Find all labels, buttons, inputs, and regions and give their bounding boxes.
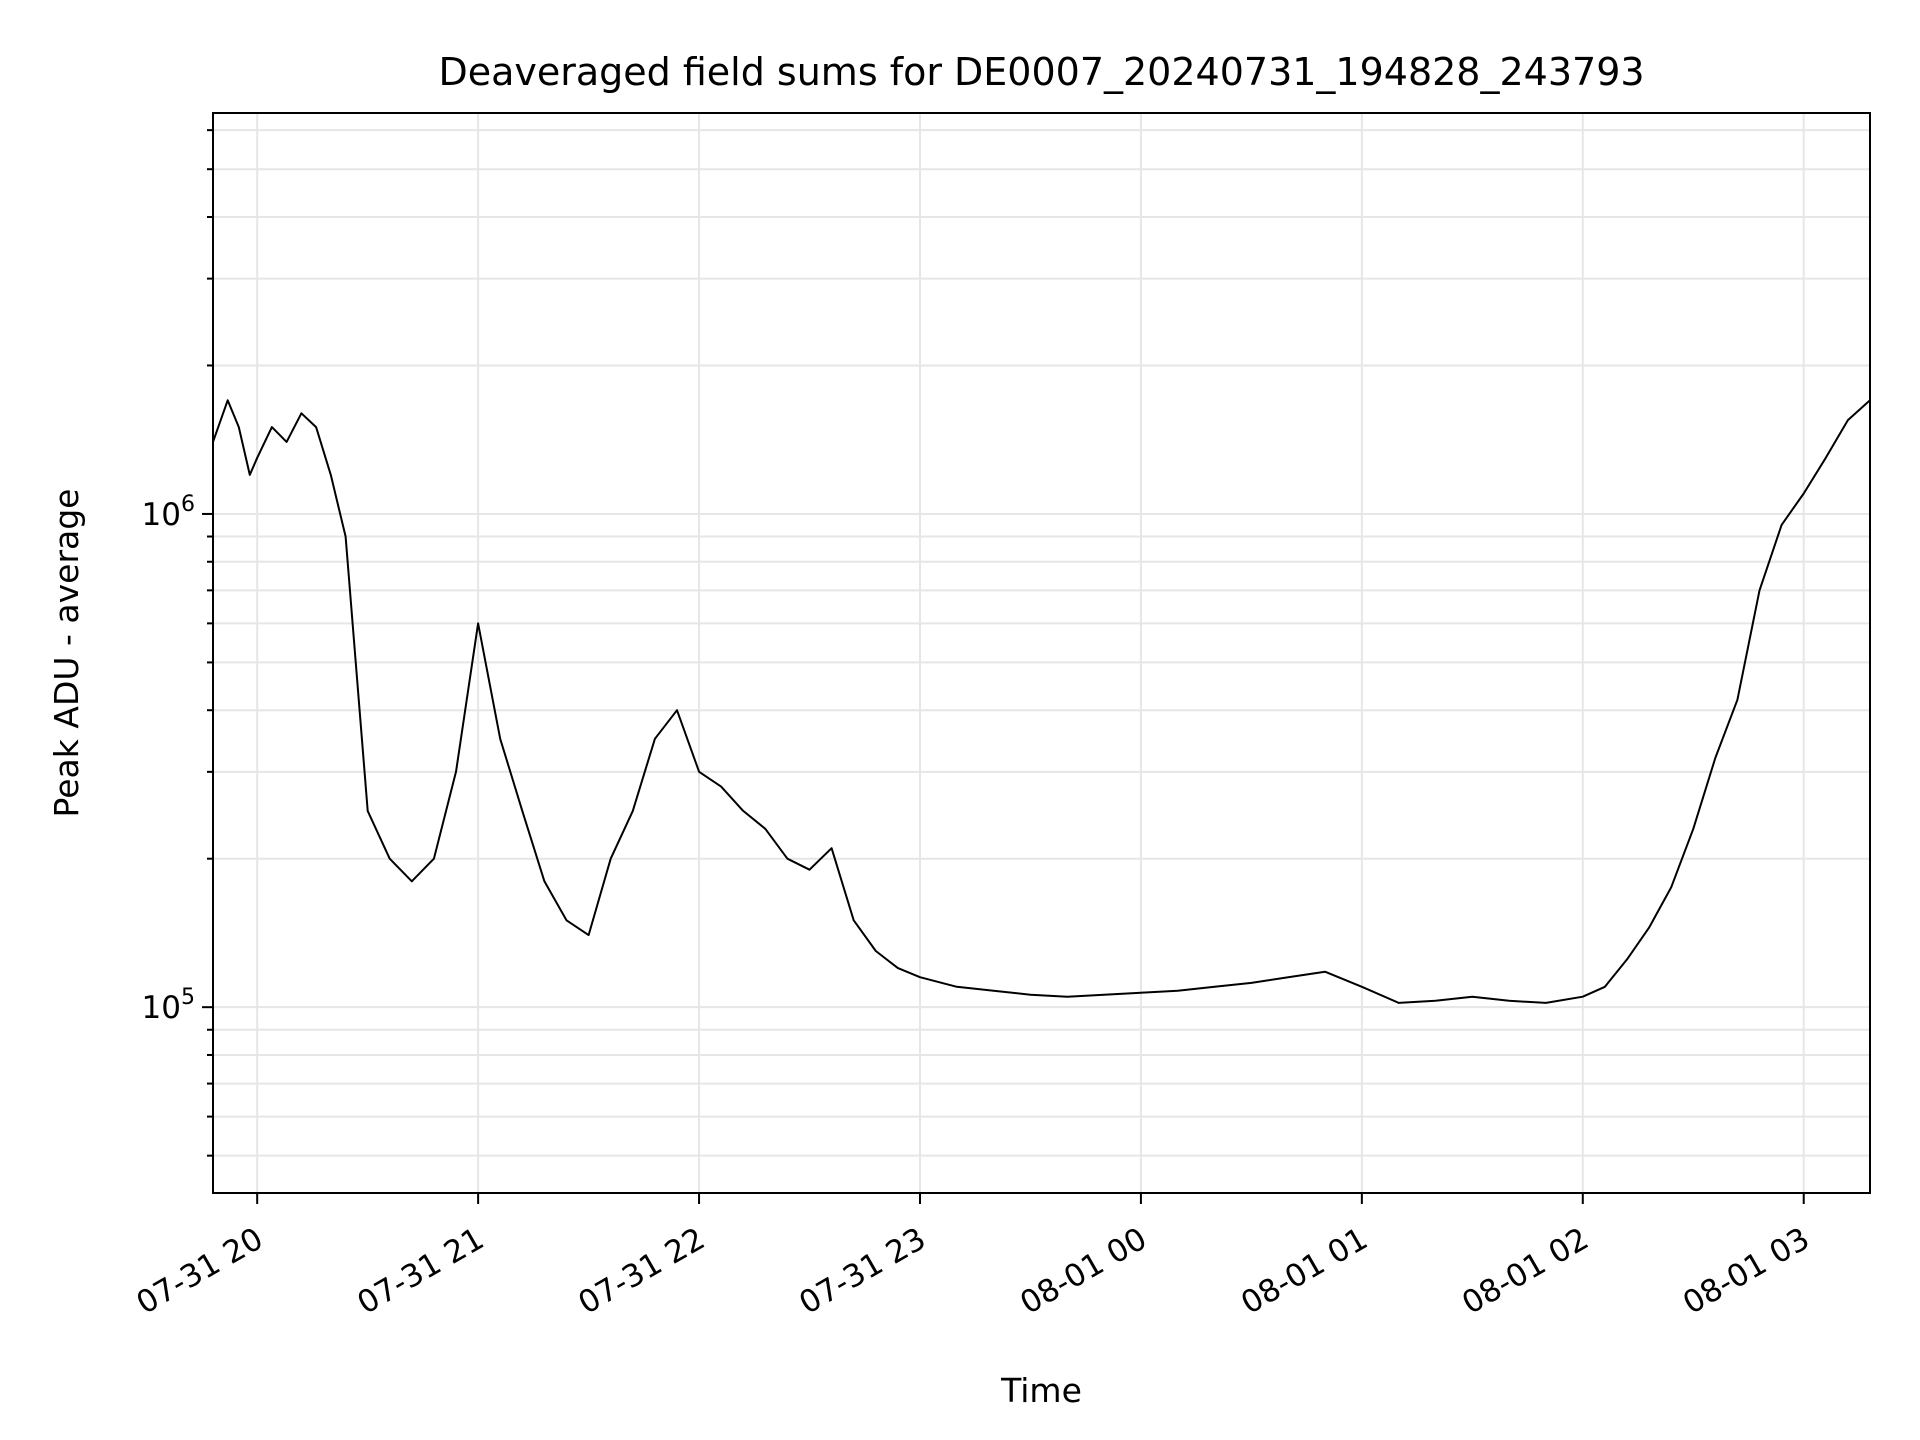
series-line bbox=[212, 399, 1871, 1004]
x-axis-label: Time bbox=[1000, 1371, 1082, 1410]
plot-area bbox=[212, 399, 1871, 1004]
grid bbox=[213, 113, 1870, 1193]
y-tick-label: 106 bbox=[142, 492, 195, 533]
y-tick-label: 105 bbox=[142, 985, 195, 1026]
chart-title: Deaveraged field sums for DE0007_2024073… bbox=[438, 50, 1644, 94]
axes-frame bbox=[212, 112, 1871, 1194]
y-axis-label: Peak ADU - average bbox=[47, 489, 86, 818]
